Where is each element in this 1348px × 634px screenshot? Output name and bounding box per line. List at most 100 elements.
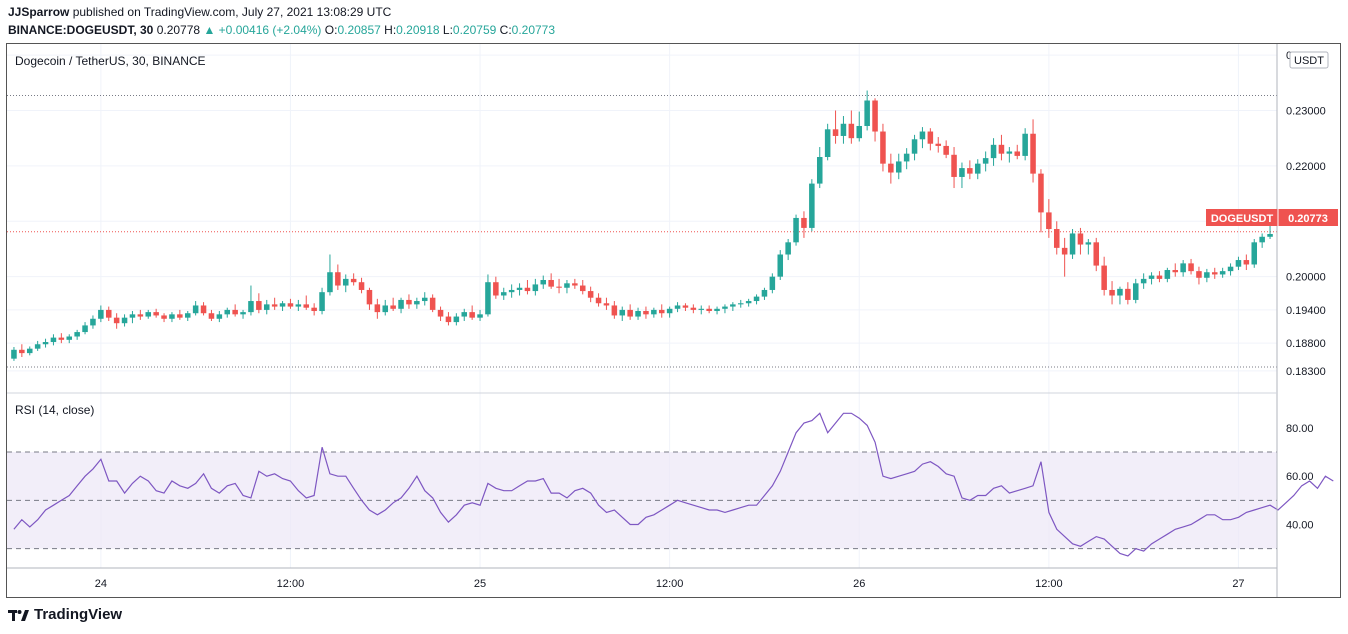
time-tick-label: 26 bbox=[853, 578, 865, 590]
candle-body bbox=[753, 296, 760, 302]
candle-body bbox=[1196, 271, 1202, 278]
candle-body bbox=[192, 305, 199, 314]
candle-body bbox=[1251, 242, 1258, 265]
price-tag: DOGEUSDT 0.20773 bbox=[1206, 209, 1338, 226]
candle-body bbox=[1046, 212, 1052, 230]
candle-body bbox=[1140, 278, 1147, 284]
candle-body bbox=[1093, 242, 1100, 266]
candle-body bbox=[208, 313, 215, 319]
candle-body bbox=[153, 312, 159, 316]
candle-body bbox=[263, 304, 270, 310]
candle-body bbox=[572, 283, 578, 286]
candle-body bbox=[1219, 271, 1226, 275]
candle-body bbox=[982, 158, 989, 164]
candle-body bbox=[200, 305, 207, 314]
candle-body bbox=[967, 168, 973, 174]
price-tick-label: 0.18300 bbox=[1286, 366, 1326, 378]
price-tick-label: 0.20000 bbox=[1286, 272, 1326, 284]
price-tag-symbol: DOGEUSDT bbox=[1211, 213, 1274, 225]
candle-body bbox=[848, 123, 855, 139]
candle-body bbox=[169, 314, 175, 319]
time-tick-label: 24 bbox=[95, 578, 107, 590]
candle-body bbox=[935, 143, 942, 146]
candle-body bbox=[256, 301, 262, 310]
candle-body bbox=[1259, 236, 1265, 243]
candle-body bbox=[1243, 260, 1250, 265]
candle-body bbox=[248, 301, 254, 313]
symbol-info-line: BINANCE:DOGEUSDT, 30 0.20778 ▲ +0.00416 … bbox=[8, 23, 555, 37]
candle-body bbox=[34, 344, 41, 349]
candle-body bbox=[271, 304, 278, 307]
candle-body bbox=[1267, 234, 1273, 237]
candle-body bbox=[184, 313, 191, 318]
time-tick-label: 12:00 bbox=[656, 578, 684, 590]
price-tick-label: 0.22000 bbox=[1286, 161, 1326, 173]
change-arrow-icon: ▲ bbox=[203, 23, 216, 37]
candle-body bbox=[374, 304, 381, 313]
candle-body bbox=[698, 308, 705, 310]
author-name[interactable]: JJSparrow bbox=[8, 5, 70, 19]
candle-body bbox=[1227, 266, 1234, 272]
last-price: 0.20778 bbox=[156, 23, 201, 37]
candle-body bbox=[1235, 260, 1242, 267]
candle-body bbox=[990, 144, 997, 159]
open-label: O: bbox=[324, 23, 338, 37]
candle-body bbox=[880, 131, 886, 164]
candle-body bbox=[414, 301, 420, 305]
candle-body bbox=[1164, 270, 1171, 279]
candle-body bbox=[998, 144, 1005, 154]
candle-body bbox=[540, 279, 547, 285]
candle-body bbox=[1180, 263, 1186, 273]
candle-body bbox=[177, 314, 183, 318]
candle-body bbox=[548, 279, 554, 287]
candle-body bbox=[611, 305, 618, 316]
candle-body bbox=[674, 305, 681, 309]
candle-body bbox=[959, 168, 965, 177]
high-label: H: bbox=[384, 23, 397, 37]
candle-body bbox=[327, 272, 333, 293]
candle-body bbox=[240, 312, 246, 315]
rsi-pane bbox=[7, 412, 1334, 557]
candle-body bbox=[682, 305, 689, 308]
candle-body bbox=[761, 289, 768, 297]
published-text: published on TradingView.com, July 27, 2… bbox=[72, 5, 392, 19]
candle-body bbox=[429, 297, 436, 310]
candle-body bbox=[856, 125, 863, 139]
candle-body bbox=[722, 306, 728, 309]
change-value: +0.00416 (+2.04%) bbox=[218, 23, 322, 37]
candle-body bbox=[619, 309, 626, 316]
candle-body bbox=[303, 304, 310, 308]
candle-body bbox=[19, 349, 25, 354]
candle-body bbox=[1022, 133, 1028, 156]
symbol-label: BINANCE:DOGEUSDT, 30 bbox=[8, 23, 154, 37]
candle-body bbox=[406, 299, 412, 305]
candle-body bbox=[556, 286, 562, 288]
candle-body bbox=[832, 129, 839, 136]
candle-body bbox=[516, 287, 523, 290]
candle-body bbox=[603, 303, 610, 306]
candle-body bbox=[500, 292, 507, 296]
candle-body bbox=[137, 314, 144, 317]
candle-body bbox=[469, 312, 475, 318]
close-label: C: bbox=[499, 23, 512, 37]
candle-body bbox=[42, 342, 49, 345]
candle-body bbox=[1148, 275, 1155, 279]
candle-body bbox=[1077, 233, 1084, 245]
candle-body bbox=[1085, 242, 1092, 245]
currency-label: USDT bbox=[1294, 55, 1324, 67]
candle-body bbox=[1156, 275, 1163, 279]
rsi-tick-label: 80.00 bbox=[1286, 423, 1314, 435]
candle-body bbox=[50, 337, 57, 343]
chart-canvas[interactable]: 0.240000.230000.220000.210000.200000.194… bbox=[0, 0, 1348, 600]
time-tick-label: 27 bbox=[1232, 578, 1244, 590]
brand-name: TradingView bbox=[34, 606, 123, 623]
candle-body bbox=[627, 309, 633, 317]
candle-body bbox=[666, 308, 673, 314]
rsi-title: RSI (14, close) bbox=[15, 403, 94, 417]
rsi-line bbox=[13, 412, 1334, 557]
candle-body bbox=[82, 325, 88, 333]
close-value: 0.20773 bbox=[511, 23, 556, 37]
candle-body bbox=[485, 282, 491, 315]
candle-body bbox=[287, 303, 294, 307]
tradingview-brand[interactable]: TradingView bbox=[8, 606, 122, 623]
